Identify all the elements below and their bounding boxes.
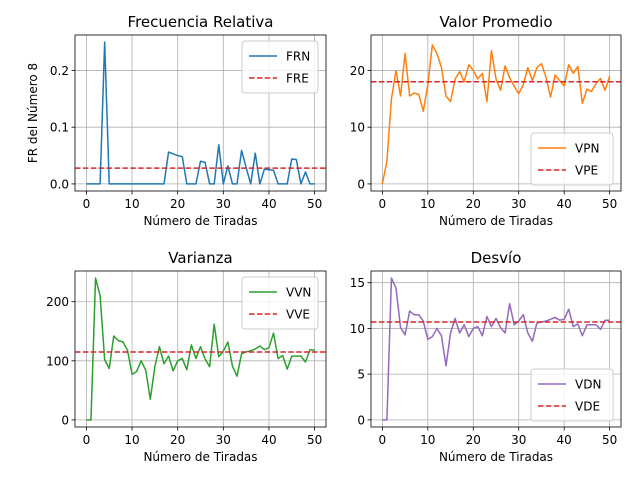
legend-label-vve: VVE [286, 308, 310, 322]
legend-box [530, 368, 614, 422]
y-tick-label: 10 [350, 121, 365, 135]
x-axis-label: Número de Tiradas [439, 214, 553, 228]
x-tick-label: 30 [511, 433, 526, 447]
x-tick-label: 30 [216, 197, 231, 211]
x-tick-label: 0 [83, 433, 91, 447]
legend: VPN VPE [530, 132, 614, 186]
x-tick-label: 10 [124, 197, 139, 211]
legend-label-vde: VDE [575, 400, 600, 414]
series-line-vdn [382, 277, 610, 421]
series-group [371, 277, 621, 421]
x-tick-label: 30 [216, 433, 231, 447]
x-tick-label: 20 [466, 197, 481, 211]
x-tick-label: 40 [557, 197, 572, 211]
legend: FRN FRE [241, 40, 319, 94]
series-group [75, 41, 326, 185]
legend-label-vdn: VDN [575, 378, 601, 392]
x-tick-label: 50 [602, 197, 617, 211]
x-tick-label: 10 [420, 197, 435, 211]
y-tick-label: 0 [61, 413, 69, 427]
series-line-frn [86, 41, 315, 185]
subplot-0: 0 10 20 30 40 50 0.0 0.1 0.2 Frecuencia Relativa N… [26, 13, 327, 228]
x-tick-label: 0 [83, 197, 91, 211]
legend-box [241, 40, 319, 94]
x-tick-label: 0 [379, 197, 387, 211]
y-tick-label: 0 [357, 177, 365, 191]
x-tick-label: 30 [511, 197, 526, 211]
x-tick-label: 50 [307, 197, 322, 211]
y-tick-label: 5 [357, 368, 365, 382]
y-tick-label: 15 [350, 276, 365, 290]
series-group [371, 44, 621, 185]
legend-label-frn: FRN [286, 50, 310, 64]
series-line-vpn [381, 44, 611, 185]
subplot-title: Valor Promedio [439, 13, 552, 31]
legend-label-vpn: VPN [575, 142, 599, 156]
subplot-2: 0 10 20 30 40 50 0 100 200 Varianza Número de Tira… [46, 249, 327, 464]
x-tick-label: 40 [261, 197, 276, 211]
x-tick-label: 10 [124, 433, 139, 447]
subplot-title: Desvío [471, 249, 522, 267]
subplot-3: 0 10 20 30 40 50 0 5 10 15 Desvío Número de Tiradas… [350, 249, 622, 464]
x-tick-label: 50 [602, 433, 617, 447]
legend-label-vpe: VPE [575, 164, 598, 178]
x-tick-label: 20 [466, 433, 481, 447]
x-tick-label: 0 [379, 433, 387, 447]
x-axis-label: Número de Tiradas [143, 214, 257, 228]
y-tick-label: 0.2 [50, 64, 69, 78]
y-tick-label: 100 [46, 354, 69, 368]
legend: VDN VDE [530, 368, 614, 422]
x-tick-label: 20 [170, 433, 185, 447]
axes-frame [370, 270, 622, 428]
legend-box [241, 276, 319, 330]
x-axis-label: Número de Tiradas [143, 450, 257, 464]
subplot-title: Frecuencia Relativa [128, 13, 274, 31]
legend-box [530, 132, 614, 186]
legend-label-fre: FRE [286, 72, 309, 86]
axes-frame [74, 34, 327, 192]
series-line-vvn [86, 277, 315, 421]
x-tick-label: 10 [420, 433, 435, 447]
x-tick-label: 40 [557, 433, 572, 447]
x-axis-label: Número de Tiradas [439, 450, 553, 464]
series-group [75, 277, 326, 421]
y-tick-label: 20 [350, 64, 365, 78]
axes-frame [370, 34, 622, 192]
y-tick-label: 0 [357, 413, 365, 427]
subplot-title: Varianza [168, 249, 232, 267]
legend: VVN VVE [241, 276, 319, 330]
y-tick-label: 0.1 [50, 121, 69, 135]
x-tick-label: 40 [261, 433, 276, 447]
axes-frame [74, 270, 327, 428]
x-tick-label: 50 [307, 433, 322, 447]
y-tick-label: 200 [46, 295, 69, 309]
subplot-1: 0 10 20 30 40 50 0 10 20 Valor Promedio Número de … [350, 13, 622, 228]
legend-label-vvn: VVN [286, 286, 311, 300]
x-tick-label: 20 [170, 197, 185, 211]
y-axis-label: FR del Número 8 [26, 63, 40, 163]
y-tick-label: 0.0 [50, 177, 69, 191]
y-tick-label: 10 [350, 322, 365, 336]
